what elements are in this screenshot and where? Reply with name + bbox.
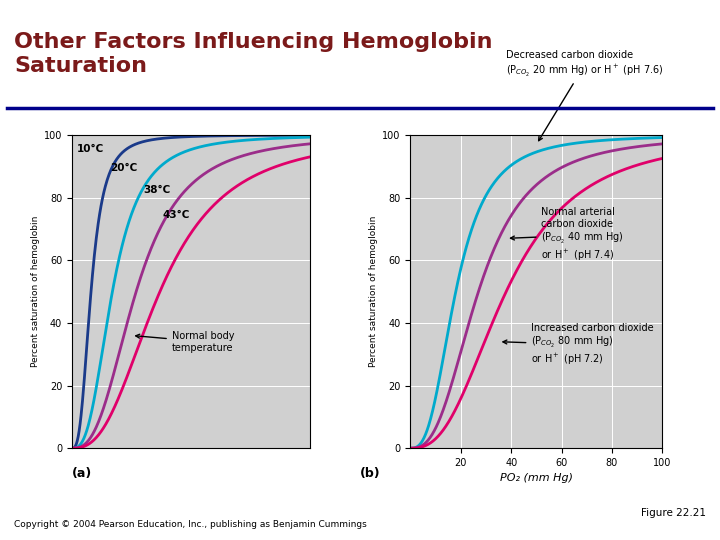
Text: Decreased carbon dioxide
(P$_{CO_2}$ 20 mm Hg) or H$^+$ (pH 7.6): Decreased carbon dioxide (P$_{CO_2}$ 20 … — [506, 50, 664, 141]
Text: 20°C: 20°C — [110, 163, 138, 173]
X-axis label: PO₂ (mm Hg): PO₂ (mm Hg) — [500, 474, 573, 483]
Y-axis label: Percent saturation of hemoglobin: Percent saturation of hemoglobin — [369, 216, 378, 367]
Text: Other Factors Influencing Hemoglobin
Saturation: Other Factors Influencing Hemoglobin Sat… — [14, 32, 493, 76]
Text: Increased carbon dioxide
(P$_{CO_2}$ 80 mm Hg)
or H$^+$ (pH 7.2): Increased carbon dioxide (P$_{CO_2}$ 80 … — [503, 323, 654, 367]
Text: 38°C: 38°C — [143, 185, 171, 195]
Text: 10°C: 10°C — [77, 144, 104, 154]
Text: 43°C: 43°C — [162, 210, 189, 220]
Text: Figure 22.21: Figure 22.21 — [641, 508, 706, 518]
Text: Normal arterial
carbon dioxide
(P$_{CO_2}$ 40 mm Hg)
or H$^+$ (pH 7.4): Normal arterial carbon dioxide (P$_{CO_2… — [510, 207, 624, 263]
Text: (a): (a) — [72, 467, 92, 480]
Text: Copyright © 2004 Pearson Education, Inc., publishing as Benjamin Cummings: Copyright © 2004 Pearson Education, Inc.… — [14, 520, 367, 529]
Y-axis label: Percent saturation of hemoglobin: Percent saturation of hemoglobin — [31, 216, 40, 367]
Text: Normal body
temperature: Normal body temperature — [135, 331, 234, 353]
Text: (b): (b) — [360, 467, 381, 480]
